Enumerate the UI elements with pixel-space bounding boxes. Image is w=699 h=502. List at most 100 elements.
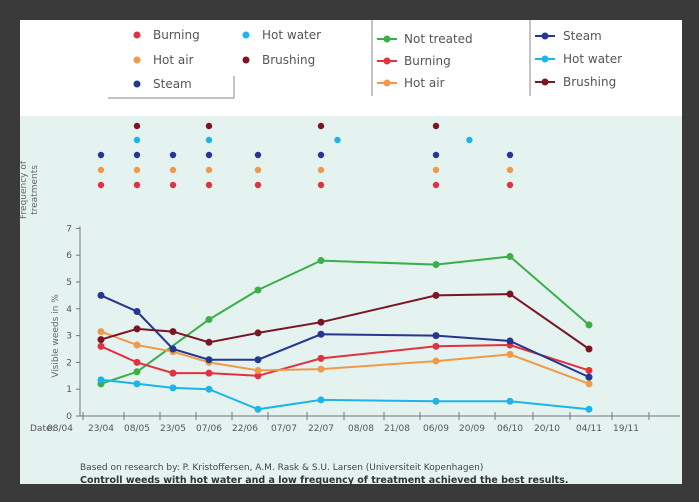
treatment-dot-hot-water bbox=[205, 136, 213, 144]
data-point-not-treated bbox=[254, 286, 262, 294]
data-point-steam bbox=[133, 307, 141, 315]
legend-label-hot-air: Hot air bbox=[153, 53, 194, 67]
data-point-hot-air bbox=[97, 328, 105, 336]
x-tick-label: 06/09 bbox=[423, 424, 449, 434]
data-point-hot-water bbox=[97, 376, 105, 384]
data-point-brushing bbox=[317, 318, 325, 326]
x-tick-label: 07/07 bbox=[271, 424, 297, 434]
treatment-dot-hot-air bbox=[506, 166, 514, 174]
data-point-not-treated bbox=[585, 321, 593, 329]
treatment-dot-steam bbox=[432, 151, 440, 159]
data-point-hot-air bbox=[133, 341, 141, 349]
legend-dot-brushing bbox=[242, 56, 250, 64]
data-point-hot-water bbox=[254, 405, 262, 413]
data-point-burning bbox=[254, 372, 262, 380]
data-point-brushing bbox=[254, 329, 262, 337]
x-tick-label: 08/08 bbox=[348, 424, 374, 434]
x-tick-label: 19/11 bbox=[613, 424, 639, 434]
x-tick-label: 20/10 bbox=[534, 424, 560, 434]
data-point-hot-water bbox=[205, 385, 213, 393]
data-point-steam bbox=[97, 291, 105, 299]
y-tick-label: 6 bbox=[66, 251, 72, 261]
treatment-dot-hot-air bbox=[97, 166, 105, 174]
legend-label-steam: Steam bbox=[563, 29, 602, 43]
data-point-steam bbox=[432, 332, 440, 340]
series-line-not-treated bbox=[100, 255, 590, 385]
treatment-dot-burning bbox=[169, 181, 177, 189]
series-line-steam bbox=[100, 294, 590, 379]
y-tick-label: 3 bbox=[66, 332, 72, 342]
x-tick-label: 08/04 bbox=[47, 424, 73, 434]
treatment-dot-hot-air bbox=[432, 166, 440, 174]
legend-marker-hot-water bbox=[541, 55, 549, 63]
legend-dot-hot-water bbox=[242, 31, 250, 39]
y-tick-label: 0 bbox=[66, 412, 72, 422]
x-tick-label: 08/05 bbox=[124, 424, 150, 434]
data-point-hot-air bbox=[432, 357, 440, 365]
treatment-dot-burning bbox=[432, 181, 440, 189]
treatment-dot-brushing bbox=[317, 122, 325, 130]
data-point-steam bbox=[506, 337, 514, 345]
y-tick-label: 2 bbox=[66, 358, 72, 368]
treatment-dot-burning bbox=[133, 181, 141, 189]
legend-label-hot-air: Hot air bbox=[404, 76, 445, 90]
treatment-dot-steam bbox=[97, 151, 105, 159]
data-point-steam bbox=[317, 330, 325, 338]
data-point-brushing bbox=[205, 338, 213, 346]
series-line-hot-water bbox=[100, 378, 590, 411]
data-point-not-treated bbox=[205, 316, 213, 324]
x-tick-label: 20/09 bbox=[459, 424, 485, 434]
treatment-dot-hot-air bbox=[133, 166, 141, 174]
data-point-burning bbox=[432, 342, 440, 350]
data-point-hot-water bbox=[506, 397, 514, 405]
treatment-dot-steam bbox=[133, 151, 141, 159]
data-point-steam bbox=[585, 373, 593, 381]
treatment-dot-brushing bbox=[432, 122, 440, 130]
legend-label-burning: Burning bbox=[404, 54, 451, 68]
legend-label-burning: Burning bbox=[153, 28, 200, 42]
x-tick-label: 23/05 bbox=[160, 424, 186, 434]
chart-series bbox=[97, 253, 593, 413]
treatment-dot-burning bbox=[506, 181, 514, 189]
data-point-hot-water bbox=[133, 380, 141, 388]
data-point-burning bbox=[97, 342, 105, 350]
y-tick-label: 4 bbox=[66, 305, 72, 315]
x-tick-label: 07/06 bbox=[196, 424, 222, 434]
treatment-dot-hot-water bbox=[133, 136, 141, 144]
weed-chart: Burning Hot water Hot air Brushing Steam Not … bbox=[20, 20, 680, 484]
treatment-dot-steam bbox=[254, 151, 262, 159]
data-point-brushing bbox=[585, 345, 593, 353]
treatment-dot-steam bbox=[506, 151, 514, 159]
legend-marker-hot-air bbox=[383, 79, 391, 87]
treatment-dot-hot-water bbox=[334, 136, 341, 144]
data-point-hot-air bbox=[254, 366, 262, 374]
legend-marker-brushing bbox=[541, 78, 549, 86]
legend-dot-burning bbox=[133, 31, 141, 39]
legend-dot-hot-air bbox=[133, 56, 141, 64]
infographic-panel: Burning Hot water Hot air Brushing Steam Not … bbox=[20, 20, 682, 484]
legend-label-brushing: Brushing bbox=[563, 75, 616, 89]
data-point-hot-air bbox=[317, 365, 325, 373]
data-point-brushing bbox=[133, 325, 141, 333]
treatment-dot-steam bbox=[317, 151, 325, 159]
legend-label-steam: Steam bbox=[153, 77, 192, 91]
legend-label-not-treated: Not treated bbox=[404, 32, 473, 46]
data-point-not-treated bbox=[133, 368, 141, 376]
data-point-burning bbox=[317, 354, 325, 362]
caption-source: Based on research by: P. Kristoffersen, … bbox=[80, 463, 483, 473]
data-point-not-treated bbox=[317, 257, 325, 265]
data-point-burning bbox=[585, 366, 593, 374]
x-tick-label: 04/11 bbox=[576, 424, 602, 434]
data-point-burning bbox=[133, 358, 141, 366]
legend-label-hot-water: Hot water bbox=[563, 52, 622, 66]
treatment-dot-brushing bbox=[205, 122, 213, 130]
data-point-hot-water bbox=[317, 396, 325, 404]
legend-dot-steam bbox=[133, 80, 141, 88]
treatment-dot-hot-air bbox=[205, 166, 213, 174]
treatment-dot-burning bbox=[97, 181, 105, 189]
y-axis-label: Visible weeds in % bbox=[51, 294, 61, 378]
data-point-hot-water bbox=[169, 384, 177, 392]
x-tick-label: 22/06 bbox=[232, 424, 258, 434]
treatment-dot-brushing bbox=[133, 122, 141, 130]
treatment-dot-hot-water bbox=[466, 136, 473, 144]
